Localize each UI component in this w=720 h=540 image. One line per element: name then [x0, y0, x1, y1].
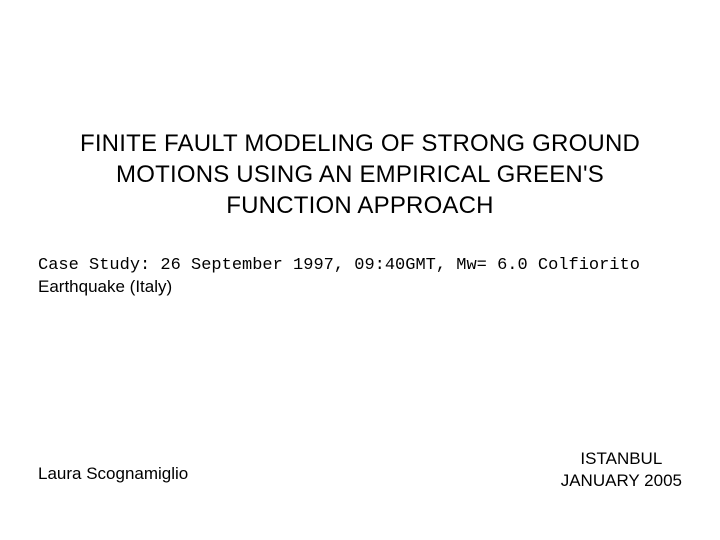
author-name: Laura Scognamiglio — [38, 464, 188, 483]
slide-title: FINITE FAULT MODELING OF STRONG GROUND M… — [60, 128, 660, 222]
case-study-mono: Case Study: 26 September 1997, 09:40GMT,… — [38, 256, 538, 275]
venue-location: ISTANBUL — [561, 448, 682, 470]
venue: ISTANBUL JANUARY 2005 — [561, 448, 682, 492]
title-line-3: FUNCTION APPROACH — [60, 190, 660, 221]
case-study-place: Colfiorito — [538, 256, 640, 275]
title-line-1: FINITE FAULT MODELING OF STRONG GROUND — [60, 128, 660, 159]
case-study-tail: Earthquake (Italy) — [38, 277, 172, 296]
case-study: Case Study: 26 September 1997, 09:40GMT,… — [38, 255, 682, 297]
venue-date: JANUARY 2005 — [561, 470, 682, 492]
author: Laura Scognamiglio — [38, 464, 188, 484]
slide: FINITE FAULT MODELING OF STRONG GROUND M… — [0, 0, 720, 540]
title-line-2: MOTIONS USING AN EMPIRICAL GREEN'S — [60, 159, 660, 190]
